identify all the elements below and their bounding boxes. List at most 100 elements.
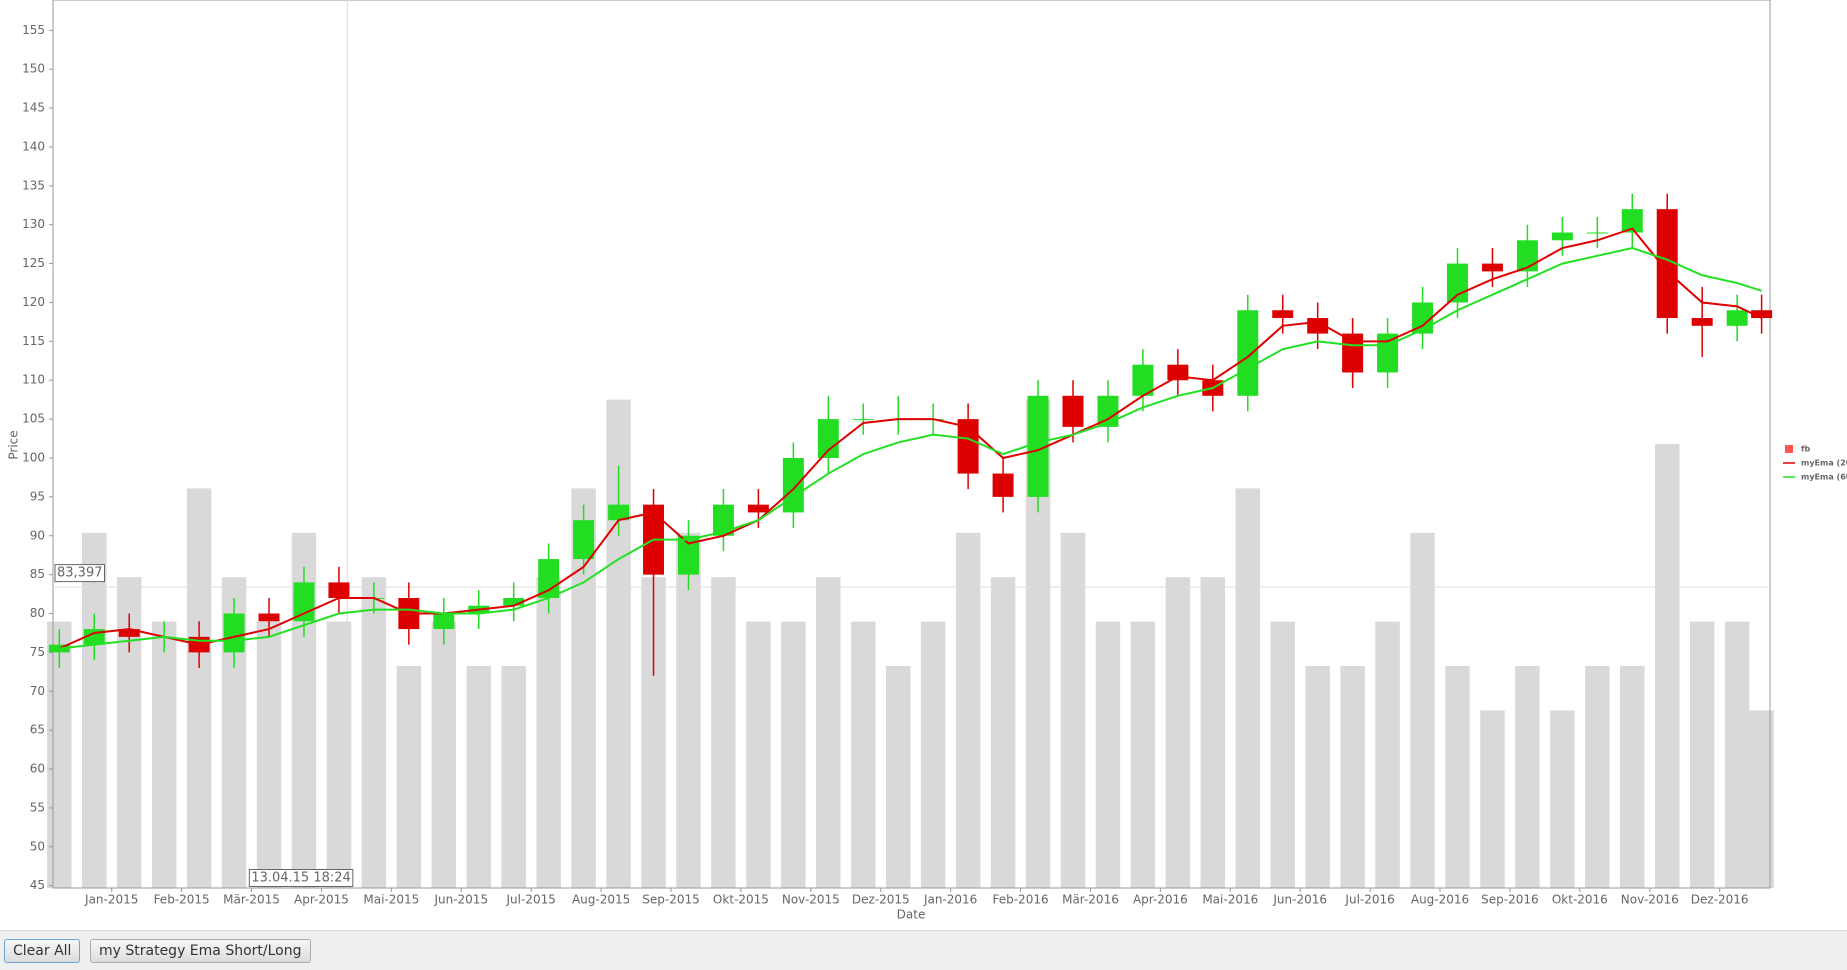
x-tick-label: Jan-2016 <box>923 893 977 907</box>
chart: Price Date 45 50 55 60 65 70 75 80 85 90 95 100 105 1… <box>0 0 1847 930</box>
crosshair-y-label: 83,397 <box>57 566 103 581</box>
x-tick-label: Feb-2016 <box>992 893 1048 907</box>
clear-button[interactable]: Clear All <box>4 939 81 963</box>
candle-body <box>852 419 874 421</box>
candle-body <box>1342 333 1364 373</box>
volume-bar <box>990 577 1016 888</box>
volume-bar <box>1165 577 1191 888</box>
toolbar: Clear All my Strategy Ema Short/Long <box>0 930 1847 970</box>
y-tick-label: 115 <box>22 334 45 348</box>
y-tick-label: 55 <box>30 800 45 814</box>
legend-label: myEma (20) <box>1801 459 1847 468</box>
volume-bar <box>1480 710 1505 888</box>
strategy-button[interactable]: my Strategy Ema Short/Long <box>90 939 311 963</box>
volume-bar <box>466 666 491 888</box>
candle-body <box>1691 318 1713 326</box>
volume-bar <box>1130 621 1156 888</box>
ema-line <box>59 247 1762 650</box>
x-tick-label: Apr-2016 <box>1133 893 1188 907</box>
x-tick-label: Mai-2016 <box>1202 893 1258 907</box>
candle-body <box>1551 232 1573 241</box>
volume-bar <box>82 532 107 888</box>
volume-bar <box>711 577 736 888</box>
volume-bar <box>1375 621 1400 888</box>
x-axis-label: Date <box>897 908 926 922</box>
candle-body <box>1621 209 1643 233</box>
x-tick-label: Dez-2016 <box>1691 893 1749 907</box>
volume-bar <box>1095 621 1121 888</box>
candle-body <box>1656 209 1678 319</box>
y-tick-label: 150 <box>22 62 45 76</box>
crosshair-x-label: 13.04.15 18:24 <box>251 871 351 886</box>
candle-body <box>293 582 315 622</box>
y-tick-label: 105 <box>22 412 45 426</box>
y-tick-label: 120 <box>22 295 45 309</box>
candle-body <box>712 504 734 536</box>
candle-body <box>1062 395 1084 427</box>
candle-body <box>817 419 839 458</box>
x-tick-label: Sep-2015 <box>642 893 700 907</box>
x-tick-label: Apr-2015 <box>294 893 349 907</box>
volume-bar <box>1235 488 1261 888</box>
y-tick-label: 75 <box>30 645 45 659</box>
x-tick-label: Aug-2016 <box>1411 893 1469 907</box>
candle-body <box>328 582 350 598</box>
legend-swatch <box>1785 445 1793 453</box>
y-tick-label: 130 <box>22 217 45 231</box>
volume-bar <box>1305 666 1330 888</box>
volume-bar <box>816 577 841 888</box>
y-tick-label: 140 <box>22 139 45 153</box>
candle-body <box>1272 310 1294 319</box>
legend-label: fb <box>1801 445 1810 454</box>
volume-bar <box>1689 621 1715 888</box>
candle-body <box>1726 310 1748 326</box>
y-tick-label: 90 <box>30 528 45 542</box>
x-tick-label: Jul-2016 <box>1344 893 1394 907</box>
volume-bar <box>1060 532 1086 888</box>
candle-body <box>1751 310 1773 319</box>
volume-bar <box>1515 666 1540 888</box>
y-tick-label: 60 <box>30 762 45 776</box>
candle-body <box>1447 263 1468 303</box>
volume-bar <box>536 577 561 888</box>
volume-bar <box>151 621 177 888</box>
x-tick-label: Sep-2016 <box>1481 893 1539 907</box>
volume-bar <box>1445 666 1470 888</box>
candle-body <box>118 629 140 637</box>
candle-body <box>573 520 595 560</box>
candle-body <box>258 613 280 622</box>
candle-body <box>992 473 1014 497</box>
x-tick-label: Okt-2016 <box>1552 893 1608 907</box>
x-tick-label: Mär-2016 <box>1062 893 1119 907</box>
candle-body <box>1132 364 1154 396</box>
y-tick-label: 45 <box>30 878 45 892</box>
candle-body <box>1097 395 1119 427</box>
volume-bar <box>1270 621 1295 888</box>
volume-bar <box>1620 666 1645 888</box>
crosshair-label-box <box>248 869 354 887</box>
volume-bar <box>1550 710 1575 888</box>
candle-body <box>1237 310 1259 396</box>
candle-body <box>677 535 699 575</box>
candle-body <box>782 457 804 513</box>
y-tick-label: 65 <box>30 723 45 737</box>
ema-line <box>58 227 1763 650</box>
volume-bar <box>256 621 282 888</box>
volume-bar <box>1724 621 1750 888</box>
legend-label: myEma (60) <box>1801 473 1847 482</box>
y-tick-label: 50 <box>30 839 45 853</box>
x-tick-label: Jan-2015 <box>84 893 138 907</box>
x-tick-label: Jun-2015 <box>433 893 488 907</box>
volume-bar <box>851 621 876 888</box>
volume-bar <box>186 488 212 888</box>
y-tick-label: 155 <box>22 23 45 37</box>
y-tick-label: 100 <box>22 450 45 464</box>
candle-body <box>223 613 245 653</box>
volume-bar <box>1340 666 1365 888</box>
x-tick-label: Jul-2015 <box>506 893 556 907</box>
volume-bar <box>396 666 422 888</box>
candle-body <box>1377 333 1399 373</box>
volume-bar <box>431 621 457 888</box>
candle-body <box>1586 232 1608 234</box>
